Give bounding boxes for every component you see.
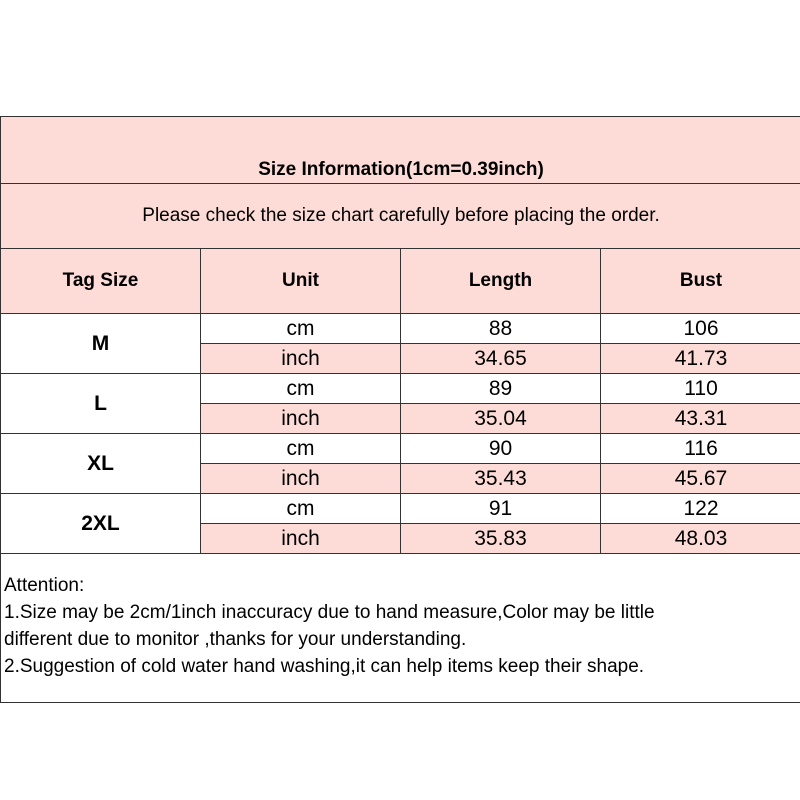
attention-notes: Attention: 1.Size may be 2cm/1inch inacc… bbox=[0, 553, 800, 703]
header-tag-size: Tag Size bbox=[0, 248, 201, 314]
length-cell: 89 bbox=[400, 373, 601, 404]
attention-heading: Attention: bbox=[4, 575, 85, 596]
unit-cell: inch bbox=[200, 343, 401, 374]
tag-size-cell: 2XL bbox=[0, 493, 201, 554]
bust-cell: 43.31 bbox=[599, 403, 800, 434]
attention-line: 2.Suggestion of cold water hand washing,… bbox=[4, 656, 645, 677]
length-cell: 35.43 bbox=[400, 463, 601, 494]
tag-size-cell: XL bbox=[0, 433, 201, 494]
size-table: Size Information(1cm=0.39inch) Please ch… bbox=[0, 116, 800, 703]
header-bust: Bust bbox=[599, 248, 800, 314]
unit-cell: inch bbox=[200, 463, 401, 494]
table-row-inch: inch 35.04 43.31 bbox=[1, 403, 800, 434]
table-row-cm: 2XL cm 91 122 bbox=[0, 493, 800, 554]
bust-cell: 122 bbox=[599, 493, 800, 524]
length-cell: 90 bbox=[400, 433, 601, 464]
unit-cell: cm bbox=[200, 433, 401, 464]
unit-cell: inch bbox=[200, 523, 401, 554]
table-row-inch: inch 35.43 45.67 bbox=[1, 463, 800, 494]
table-row-cm: M cm 88 106 bbox=[0, 313, 800, 374]
length-cell: 91 bbox=[400, 493, 601, 524]
size-chart: Size Information(1cm=0.39inch) Please ch… bbox=[0, 116, 800, 703]
length-cell: 88 bbox=[400, 313, 601, 344]
chart-title: Size Information(1cm=0.39inch) bbox=[0, 116, 800, 184]
chart-subtitle: Please check the size chart carefully be… bbox=[0, 183, 800, 249]
bust-cell: 116 bbox=[599, 433, 800, 464]
table-row-cm: XL cm 90 116 bbox=[0, 433, 800, 494]
header-length: Length bbox=[400, 248, 601, 314]
unit-cell: cm bbox=[200, 373, 401, 404]
header-unit: Unit bbox=[200, 248, 401, 314]
length-cell: 34.65 bbox=[400, 343, 601, 374]
length-cell: 35.04 bbox=[400, 403, 601, 434]
unit-cell: cm bbox=[200, 313, 401, 344]
unit-cell: cm bbox=[200, 493, 401, 524]
table-row-cm: L cm 89 110 bbox=[0, 373, 800, 434]
bust-cell: 106 bbox=[599, 313, 800, 344]
attention-line: different due to monitor ,thanks for you… bbox=[4, 629, 467, 650]
bust-cell: 45.67 bbox=[599, 463, 800, 494]
tag-size-cell: M bbox=[0, 313, 201, 374]
bust-cell: 110 bbox=[599, 373, 800, 404]
bust-cell: 48.03 bbox=[599, 523, 800, 554]
attention-line: 1.Size may be 2cm/1inch inaccuracy due t… bbox=[4, 602, 655, 623]
table-row-inch: inch 35.83 48.03 bbox=[1, 523, 800, 554]
table-row-inch: inch 34.65 41.73 bbox=[1, 343, 800, 374]
tag-size-cell: L bbox=[0, 373, 201, 434]
unit-cell: inch bbox=[200, 403, 401, 434]
length-cell: 35.83 bbox=[400, 523, 601, 554]
bust-cell: 41.73 bbox=[599, 343, 800, 374]
